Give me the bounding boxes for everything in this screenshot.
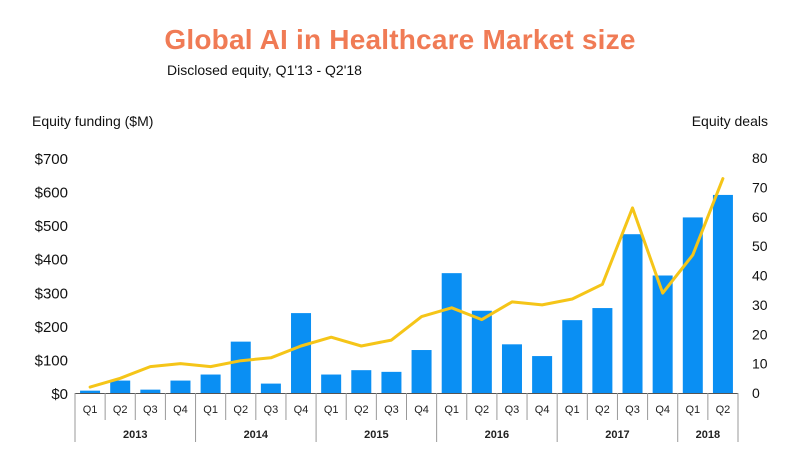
x-tick-label: Q1 <box>444 404 459 416</box>
year-label: 2017 <box>605 429 629 441</box>
funding-bar <box>441 273 462 393</box>
left-y-tick-label: $700 <box>35 151 68 168</box>
x-tick-label: Q1 <box>685 404 700 416</box>
funding-bar <box>652 275 673 393</box>
funding-bar <box>321 374 342 393</box>
funding-bar <box>712 194 733 393</box>
funding-bar <box>351 370 372 393</box>
right-y-tick-label: 0 <box>752 385 760 401</box>
x-tick-label: Q3 <box>143 404 158 416</box>
funding-bar <box>200 374 221 393</box>
x-tick-label: Q1 <box>324 404 339 416</box>
x-tick-label: Q2 <box>233 404 248 416</box>
right-y-tick-label: 10 <box>752 356 768 372</box>
right-y-tick-label: 60 <box>752 209 768 225</box>
left-axis-title: Equity funding ($M) <box>32 113 154 129</box>
funding-bar <box>80 390 101 393</box>
year-label: 2018 <box>696 429 720 441</box>
x-tick-label: Q4 <box>535 404 550 416</box>
x-tick-label: Q2 <box>474 404 489 416</box>
funding-bar <box>471 310 492 393</box>
funding-bar <box>230 341 251 393</box>
right-y-tick-label: 20 <box>752 326 768 342</box>
funding-bar <box>140 389 161 393</box>
funding-bar <box>291 313 312 393</box>
funding-bar <box>562 320 583 393</box>
left-y-tick-label: $0 <box>51 386 68 403</box>
funding-bar <box>501 344 522 393</box>
funding-bar <box>110 380 131 393</box>
x-tick-label: Q4 <box>173 404 188 416</box>
deals-line <box>88 177 725 389</box>
x-tick-label: Q4 <box>294 404 309 416</box>
year-label: 2015 <box>364 429 388 441</box>
x-tick-label: Q2 <box>716 404 731 416</box>
x-tick-label: Q2 <box>354 404 369 416</box>
left-y-tick-label: $500 <box>35 218 68 235</box>
funding-bar <box>682 217 703 393</box>
right-y-tick-label: 40 <box>752 268 768 284</box>
year-label: 2016 <box>485 429 509 441</box>
x-tick-label: Q3 <box>625 404 640 416</box>
funding-bar <box>260 383 281 393</box>
right-y-tick-label: 70 <box>752 179 768 195</box>
funding-bar <box>532 356 553 393</box>
funding-bar <box>381 371 402 393</box>
funding-bar <box>592 308 613 393</box>
x-tick-label: Q4 <box>655 404 670 416</box>
x-tick-label: Q1 <box>565 404 580 416</box>
x-tick-label: Q3 <box>505 404 520 416</box>
x-tick-label: Q4 <box>414 404 429 416</box>
year-label: 2013 <box>123 429 147 441</box>
chart-title: Global AI in Healthcare Market size <box>164 24 636 55</box>
left-y-tick-label: $400 <box>35 252 68 269</box>
right-y-tick-label: 30 <box>752 297 768 313</box>
right-y-tick-label: 50 <box>752 238 768 254</box>
chart-subtitle: Disclosed equity, Q1'13 - Q2'18 <box>167 62 362 78</box>
right-y-tick-label: 80 <box>752 150 768 166</box>
left-y-tick-label: $100 <box>35 352 68 369</box>
funding-bar <box>411 350 432 393</box>
year-label: 2014 <box>244 429 269 441</box>
x-tick-label: Q2 <box>595 404 610 416</box>
funding-bar <box>622 234 643 393</box>
right-axis-title: Equity deals <box>691 113 768 129</box>
left-y-tick-label: $200 <box>35 319 68 336</box>
x-tick-label: Q2 <box>113 404 128 416</box>
x-tick-label: Q1 <box>83 404 98 416</box>
left-y-tick-label: $300 <box>35 285 68 302</box>
x-tick-label: Q3 <box>384 404 399 416</box>
x-tick-label: Q1 <box>203 404 218 416</box>
x-tick-label: Q3 <box>264 404 279 416</box>
funding-bar <box>170 380 191 393</box>
left-y-tick-label: $600 <box>35 185 68 202</box>
